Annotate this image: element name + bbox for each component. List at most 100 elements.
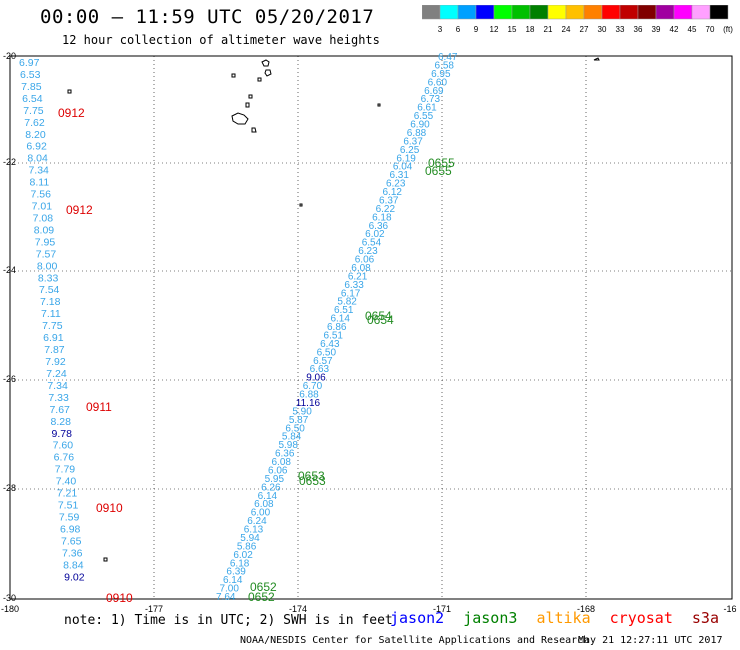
swh-value: 6.92 — [26, 141, 47, 153]
swh-value: 7.57 — [36, 248, 57, 260]
color-legend: 3 6 9 12 15 18 21 24 27 30 33 36 39 42 45 70 (ft) — [422, 5, 733, 34]
map-frame — [9, 55, 733, 600]
swh-value: 7.21 — [57, 488, 78, 500]
swh-value: 6.86 — [327, 322, 347, 333]
pass-time: 0910 — [96, 501, 123, 515]
lon-label: -174 — [289, 604, 307, 614]
island-outline — [593, 57, 600, 61]
generated-timestamp: May 21 12:27:11 UTC 2017 — [578, 635, 723, 646]
swh-value: 6.50 — [317, 347, 337, 358]
swh-value: 6.63 — [310, 364, 330, 375]
swh-value: 6.08 — [254, 499, 274, 510]
lon-label: -171 — [433, 604, 451, 614]
legend-label: 18 — [526, 25, 535, 34]
legend-label: 39 — [652, 25, 661, 34]
legend-label: (ft) — [723, 25, 733, 34]
swh-value: 7.00 — [219, 584, 239, 595]
page-subtitle: 12 hour collection of altimeter wave hei… — [62, 33, 380, 47]
legend-label: 3 — [438, 25, 443, 34]
pass-time: 0911 — [86, 400, 112, 414]
pass-time: 0655 — [425, 164, 452, 178]
swh-value: 7.54 — [39, 284, 60, 296]
legend-label: 6 — [456, 25, 461, 34]
swh-value: 6.33 — [344, 280, 364, 291]
swh-value: 5.95 — [265, 474, 285, 485]
pass-time: 0912 — [58, 106, 85, 120]
swh-value: 7.79 — [55, 464, 76, 476]
swh-value: 6.02 — [233, 550, 253, 561]
page-title: 00:00 – 11:59 UTC 05/20/2017 — [40, 6, 375, 28]
lat-label: -28 — [3, 483, 16, 493]
swh-value: 6.26 — [261, 482, 281, 493]
swh-value: 6.14 — [223, 575, 243, 586]
swh-value: 6.54 — [22, 93, 43, 105]
swh-value: 6.47 — [438, 52, 458, 63]
swh-value: 6.00 — [251, 508, 271, 519]
legend-label: 30 — [598, 25, 607, 34]
island-outline — [377, 103, 381, 107]
pass-time: 0655 — [428, 156, 455, 170]
swh-value: 5.90 — [292, 406, 312, 417]
swh-value: 11.16 — [296, 398, 321, 409]
swh-value: 6.61 — [417, 103, 437, 114]
swh-value: 6.08 — [351, 263, 371, 274]
pass-time: 0652 — [250, 580, 277, 594]
swh-value: 6.18 — [230, 558, 250, 569]
swh-value: 7.34 — [47, 380, 68, 392]
swh-value: 6.55 — [414, 111, 434, 122]
swh-value: 6.14 — [258, 491, 278, 502]
swh-value: 6.23 — [386, 179, 406, 190]
satellite-label: cryosat — [609, 609, 673, 627]
swh-value: 6.14 — [330, 314, 350, 325]
satellite-label: altika — [536, 609, 591, 627]
pass-time: 0652 — [248, 590, 275, 604]
pass-time: 0654 — [365, 309, 392, 323]
legend-label: 24 — [562, 25, 571, 34]
legend-label: 36 — [634, 25, 643, 34]
island-outline — [231, 112, 249, 125]
swh-value: 7.24 — [46, 368, 67, 380]
swh-value: 7.85 — [21, 81, 42, 93]
map-grid: -180 -177 -174 -171 -168 -16 -20 -22 -24 -26 -28 -3… — [1, 51, 737, 614]
swh-value: 7.51 — [58, 500, 79, 512]
swh-value: 7.95 — [35, 236, 56, 248]
swh-value: 8.00 — [37, 260, 58, 272]
swh-value: 9.02 — [64, 571, 85, 583]
swh-value: 6.97 — [19, 57, 40, 69]
swh-value: 6.73 — [421, 94, 441, 105]
swh-value: 6.23 — [358, 246, 378, 257]
swh-value: 6.76 — [54, 452, 75, 464]
lon-label: -168 — [577, 604, 595, 614]
swh-value: 6.04 — [393, 162, 413, 173]
swh-value: 7.62 — [24, 117, 45, 129]
swh-value: 6.57 — [313, 356, 333, 367]
swh-value: 6.18 — [372, 212, 392, 223]
note-text: note: 1) Time is in UTC; 2) SWH is in fe… — [64, 613, 393, 628]
satellite-label: jason2 — [390, 609, 445, 627]
lat-label: -26 — [3, 374, 16, 384]
pass-time: 0910 — [106, 591, 133, 605]
swh-value: 7.59 — [59, 511, 80, 523]
swh-value: 6.19 — [396, 153, 416, 164]
swh-value: 9.06 — [306, 373, 326, 384]
swh-value: 6.91 — [43, 332, 64, 344]
swh-value: 6.70 — [303, 381, 323, 392]
swh-value: 6.54 — [362, 238, 382, 249]
swh-value: 6.21 — [348, 271, 368, 282]
swh-value: 7.75 — [23, 105, 44, 117]
swh-value: 8.20 — [25, 129, 46, 141]
legend-label: 21 — [544, 25, 553, 34]
swh-value: 7.33 — [48, 392, 69, 404]
swh-value: 6.51 — [324, 330, 344, 341]
island-outline — [245, 102, 250, 108]
swh-value: 7.08 — [33, 212, 54, 224]
swh-value: 8.84 — [63, 559, 84, 571]
swh-value: 7.87 — [44, 344, 65, 356]
swh-value: 6.58 — [435, 60, 455, 71]
swh-value: 6.39 — [226, 567, 246, 578]
legend-swatch — [709, 5, 729, 20]
swh-value: 7.18 — [40, 296, 61, 308]
satellite-label: s3a — [691, 609, 719, 627]
satellite-label: jason3 — [463, 609, 518, 627]
